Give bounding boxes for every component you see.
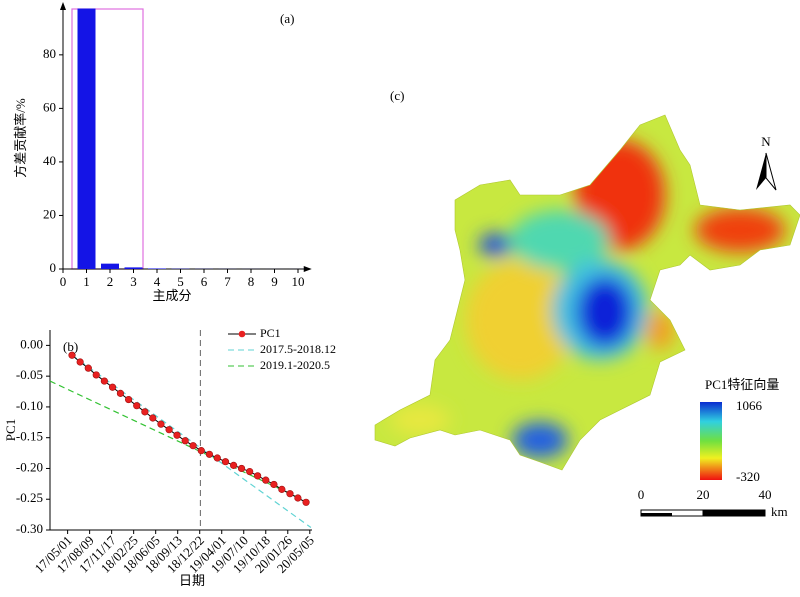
y-tick-label: 0.00: [20, 336, 43, 351]
data-point: [230, 462, 237, 469]
data-point: [109, 384, 116, 391]
data-point: [238, 465, 245, 472]
north-arrow: [756, 153, 766, 190]
map-region: [512, 422, 568, 458]
colorbar-title: PC1特征向量: [705, 377, 779, 392]
x-tick-label: 5: [177, 274, 184, 289]
y-tick-label: 0: [50, 260, 57, 275]
data-point: [206, 451, 213, 458]
scale-label: 20: [697, 487, 710, 502]
map: (c) N PC1特征向量 1066 -320 0 20 40 km: [360, 88, 800, 519]
data-point: [93, 372, 100, 379]
data-point: [101, 378, 108, 385]
legend-label: PC1: [260, 326, 281, 340]
x-tick-label: 6: [201, 274, 208, 289]
x-tick-label: 2: [107, 274, 114, 289]
data-point: [303, 499, 310, 506]
scale-bar: [703, 510, 765, 516]
colorbar-min: -320: [736, 469, 760, 484]
y-tick-label: -0.10: [16, 398, 43, 413]
scale-unit: km: [771, 504, 788, 519]
data-point: [295, 495, 302, 502]
y-tick-label: -0.15: [16, 429, 43, 444]
data-point: [254, 473, 261, 480]
y-tick-label: 60: [43, 99, 56, 114]
data-point: [77, 359, 84, 366]
bar: [148, 268, 166, 269]
scale-label: 40: [759, 487, 772, 502]
axis: [63, 4, 310, 269]
axis-arrow: [60, 2, 66, 10]
map-region: [695, 208, 785, 252]
bar: [101, 264, 119, 269]
map-region: [577, 277, 633, 347]
x-tick-label: 9: [271, 274, 278, 289]
data-point: [190, 442, 197, 449]
y-tick-label: 40: [43, 153, 56, 168]
y-tick-label: -0.05: [16, 367, 43, 382]
bar: [125, 267, 143, 269]
data-point: [133, 402, 140, 409]
data-point: [214, 455, 221, 462]
data-point: [174, 432, 181, 439]
data-point: [150, 415, 157, 422]
x-axis-label: 日期: [179, 573, 205, 588]
map-region: [479, 233, 511, 257]
y-axis-label: 方差贡献率/%: [13, 98, 28, 178]
data-point: [279, 486, 286, 493]
x-tick-label: 1: [83, 274, 90, 289]
map-region: [645, 310, 675, 350]
data-point: [287, 490, 294, 497]
data-point: [262, 477, 269, 484]
data-point: [166, 426, 173, 433]
data-point: [85, 365, 92, 372]
y-axis-label: PC1: [3, 419, 18, 441]
north-label: N: [761, 134, 771, 149]
y-tick-label: 20: [43, 206, 56, 221]
data-point: [158, 421, 165, 428]
scale-bar: [641, 513, 672, 516]
x-tick-label: 0: [60, 274, 67, 289]
data-point: [222, 458, 229, 465]
y-tick-label: -0.20: [16, 459, 43, 474]
map-title: (c): [390, 88, 404, 103]
x-tick-label: 3: [130, 274, 137, 289]
data-point: [125, 396, 132, 403]
x-tick-label: 8: [248, 274, 255, 289]
data-point: [271, 481, 278, 488]
data-point: [182, 437, 189, 444]
x-axis-label: 主成分: [152, 288, 191, 303]
legend-label: 2019.1-2020.5: [260, 358, 330, 372]
data-line: [72, 355, 306, 502]
y-tick-label: -0.30: [16, 521, 43, 536]
north-arrow: [766, 153, 776, 190]
colorbar: [700, 402, 722, 480]
scale-label: 0: [638, 487, 645, 502]
colorbar-max: 1066: [736, 398, 763, 413]
x-tick-label: 7: [224, 274, 231, 289]
x-tick-label: 4: [154, 274, 161, 289]
x-tick-label: 10: [292, 274, 305, 289]
legend-label: 2017.5-2018.12: [260, 342, 336, 356]
data-point: [198, 447, 205, 454]
y-tick-label: -0.25: [16, 490, 43, 505]
data-point: [142, 409, 149, 416]
data-point: [117, 390, 124, 397]
data-point: [246, 468, 253, 475]
legend-marker: [239, 331, 246, 338]
bar: [78, 9, 96, 269]
chart-title: (a): [280, 11, 294, 26]
y-tick-label: 80: [43, 46, 56, 61]
chart-title: (b): [63, 339, 78, 354]
